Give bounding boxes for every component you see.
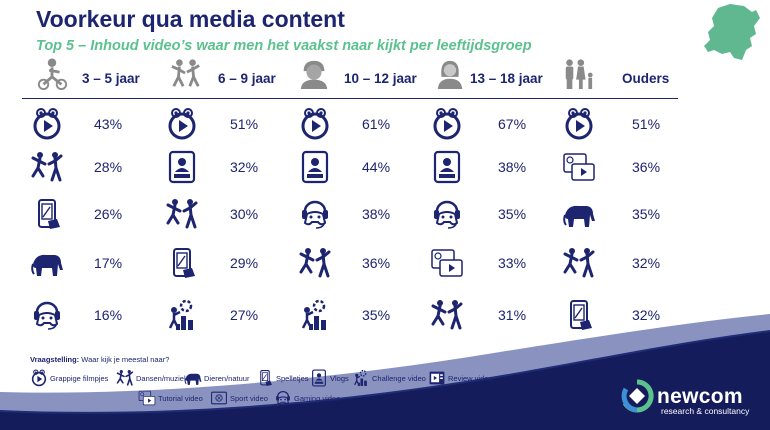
tutorial-video-icon <box>430 246 464 280</box>
dance-music-icon <box>430 298 464 332</box>
percentage-value: 33% <box>498 255 527 271</box>
legend-label: Review video <box>448 374 493 383</box>
page-subtitle: Top 5 – Inhoud video’s waar men het vaak… <box>36 38 532 54</box>
dance-music-icon <box>562 246 596 280</box>
question-text: Vraagstelling: Waar kijk je meestal naar… <box>30 355 169 364</box>
percentage-value: 32% <box>632 307 661 323</box>
newcom-logo-icon <box>621 379 654 413</box>
gaming-video-icon <box>274 389 292 412</box>
percentage-value: 28% <box>94 159 123 175</box>
challenge-video-icon <box>352 369 370 392</box>
animals-nature-icon <box>184 369 202 392</box>
percentage-value: 36% <box>362 255 391 271</box>
legend-label: Vlogs <box>330 374 349 383</box>
legend-label: Gaming video <box>294 394 341 403</box>
teen-icon <box>434 58 466 95</box>
percentage-value: 17% <box>94 255 123 271</box>
percentage-value: 31% <box>498 307 527 323</box>
percentage-value: 27% <box>230 307 259 323</box>
vlog-icon <box>165 150 199 184</box>
legend-label: Tutorial video <box>158 394 203 403</box>
review-video-icon <box>428 369 446 392</box>
funny-video-icon <box>298 107 332 141</box>
animals-nature-icon <box>30 246 64 280</box>
dance-music-icon <box>298 246 332 280</box>
funny-video-icon <box>562 107 596 141</box>
percentage-value: 38% <box>362 206 391 222</box>
group-label: 3 – 5 jaar <box>82 71 140 86</box>
percentage-value: 44% <box>362 159 391 175</box>
funny-video-icon <box>30 369 48 392</box>
funny-video-icon <box>165 107 199 141</box>
percentage-value: 51% <box>632 116 661 132</box>
dance-music-icon <box>116 369 134 392</box>
legend-label: Sport video <box>230 394 268 403</box>
games-icon <box>165 246 199 280</box>
group-label: Ouders <box>622 71 670 86</box>
percentage-value: 35% <box>632 206 661 222</box>
tutorial-video-icon <box>138 389 156 412</box>
percentage-value: 29% <box>230 255 259 271</box>
gaming-video-icon <box>298 197 332 231</box>
netherlands-map-icon <box>704 4 760 60</box>
percentage-value: 38% <box>498 159 527 175</box>
games-icon <box>30 197 64 231</box>
percentage-value: 32% <box>632 255 661 271</box>
children-playing-icon <box>170 58 202 95</box>
gaming-video-icon <box>30 298 64 332</box>
percentage-value: 67% <box>498 116 527 132</box>
percentage-value: 26% <box>94 206 123 222</box>
group-label: 10 – 12 jaar <box>344 71 417 86</box>
legend-label: Grappige filmpjes <box>50 374 109 383</box>
challenge-video-icon <box>298 298 332 332</box>
percentage-value: 30% <box>230 206 259 222</box>
challenge-video-icon <box>165 298 199 332</box>
percentage-value: 36% <box>632 159 661 175</box>
legend-label: Dieren/natuur <box>204 374 250 383</box>
vlog-icon <box>430 150 464 184</box>
brand-name: newcom <box>657 385 743 408</box>
vlog-icon <box>298 150 332 184</box>
percentage-value: 35% <box>498 206 527 222</box>
sport-video-icon <box>210 389 228 412</box>
percentage-value: 43% <box>94 116 123 132</box>
question-label: Vraagstelling: <box>30 355 80 364</box>
family-icon <box>562 58 594 95</box>
games-icon <box>562 298 596 332</box>
dance-music-icon <box>30 150 64 184</box>
legend-label: Spelletjes <box>276 374 309 383</box>
gaming-video-icon <box>430 197 464 231</box>
legend-label: Challenge video <box>372 374 426 383</box>
group-label: 13 – 18 jaar <box>470 71 543 86</box>
percentage-value: 16% <box>94 307 123 323</box>
page-title: Voorkeur qua media content <box>36 6 345 32</box>
child-bike-icon <box>36 58 68 95</box>
animals-nature-icon <box>562 197 596 231</box>
group-label: 6 – 9 jaar <box>218 71 276 86</box>
brand-tagline: research & consultancy <box>661 406 750 416</box>
funny-video-icon <box>430 107 464 141</box>
question-value: Waar kijk je meestal naar? <box>81 355 170 364</box>
preteen-icon <box>298 58 330 95</box>
percentage-value: 61% <box>362 116 391 132</box>
header-divider <box>22 98 678 99</box>
games-icon <box>256 369 274 392</box>
dance-music-icon <box>165 197 199 231</box>
percentage-value: 32% <box>230 159 259 175</box>
percentage-value: 35% <box>362 307 391 323</box>
tutorial-video-icon <box>562 150 596 184</box>
legend-label: Dansen/muziek <box>136 374 188 383</box>
vlog-icon <box>310 369 328 392</box>
funny-video-icon <box>30 107 64 141</box>
percentage-value: 51% <box>230 116 259 132</box>
